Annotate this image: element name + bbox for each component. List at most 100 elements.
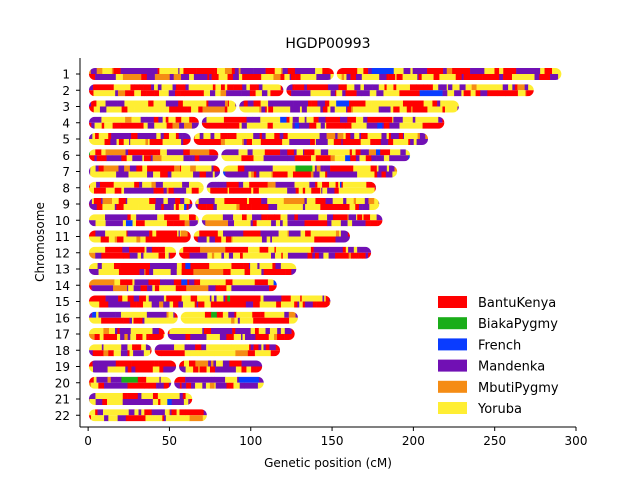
segment xyxy=(305,204,313,210)
segment xyxy=(194,116,201,123)
segment xyxy=(139,263,151,269)
segment xyxy=(180,90,185,97)
segment xyxy=(134,279,149,286)
segment xyxy=(217,155,225,162)
segment xyxy=(173,74,182,80)
y-tick-label: 1 xyxy=(62,68,70,82)
segment xyxy=(438,84,443,91)
segment xyxy=(337,220,342,227)
segment xyxy=(304,220,328,227)
segment xyxy=(166,187,169,194)
segment xyxy=(470,90,476,97)
segment xyxy=(236,230,244,237)
segment xyxy=(197,220,200,227)
segment xyxy=(366,181,369,188)
segment xyxy=(255,90,263,97)
segment xyxy=(342,171,348,178)
segment xyxy=(200,317,209,324)
segment xyxy=(381,133,387,139)
segment xyxy=(202,106,226,113)
legend-swatch xyxy=(438,402,467,414)
segment xyxy=(133,295,140,302)
segment xyxy=(408,139,411,145)
segment xyxy=(216,360,224,367)
segment xyxy=(154,84,159,91)
segment xyxy=(182,133,192,139)
segment xyxy=(208,165,212,172)
segment xyxy=(187,230,193,237)
segment xyxy=(342,139,354,145)
segment xyxy=(206,334,213,340)
segment xyxy=(196,68,215,74)
segment xyxy=(185,366,194,373)
segment xyxy=(166,149,184,156)
segment xyxy=(169,74,173,80)
segment xyxy=(342,90,346,97)
segment xyxy=(88,106,92,113)
segment xyxy=(441,84,447,91)
segment xyxy=(494,68,500,74)
legend-label: BiakaPygmy xyxy=(478,317,558,332)
segment xyxy=(349,149,353,156)
segment xyxy=(114,279,121,286)
segment xyxy=(363,139,371,145)
segment xyxy=(212,334,214,340)
segment xyxy=(376,165,379,172)
segment xyxy=(268,106,274,113)
segment xyxy=(255,334,260,340)
segment xyxy=(182,100,186,107)
segment xyxy=(202,328,205,334)
segment xyxy=(443,68,448,74)
segment xyxy=(367,133,382,139)
segment xyxy=(223,295,226,302)
segment xyxy=(223,344,232,351)
segment xyxy=(325,198,333,204)
chromosome-15 xyxy=(88,295,331,308)
segment xyxy=(166,122,173,129)
segment xyxy=(184,350,192,357)
segment xyxy=(129,317,133,324)
segment xyxy=(109,198,113,204)
segment xyxy=(137,376,143,383)
segment xyxy=(165,116,169,123)
segment xyxy=(165,360,185,367)
segment xyxy=(205,171,214,178)
segment xyxy=(139,84,144,91)
segment xyxy=(228,100,236,107)
segment xyxy=(93,84,115,91)
segment xyxy=(197,350,210,357)
segment xyxy=(89,204,94,210)
segment xyxy=(133,317,140,324)
segment xyxy=(339,116,348,123)
segment xyxy=(145,269,150,275)
y-tick-label: 13 xyxy=(55,263,70,277)
segment xyxy=(241,90,247,97)
segment xyxy=(245,344,248,351)
segment xyxy=(92,116,102,123)
segment xyxy=(131,90,135,97)
segment xyxy=(281,295,283,302)
segment xyxy=(213,301,218,308)
segment xyxy=(136,236,141,243)
segment xyxy=(101,122,105,129)
segment xyxy=(170,311,174,318)
segment xyxy=(108,301,131,308)
segment xyxy=(98,311,116,318)
segment xyxy=(189,84,201,91)
segment xyxy=(226,181,239,188)
segment xyxy=(123,139,126,145)
segment xyxy=(272,122,288,129)
segment xyxy=(454,90,462,97)
segment xyxy=(127,393,135,399)
segment xyxy=(409,155,411,162)
segment xyxy=(287,155,295,162)
segment xyxy=(324,139,329,145)
segment xyxy=(335,236,346,243)
segment xyxy=(289,317,295,324)
segment xyxy=(171,171,175,178)
segment xyxy=(148,415,153,422)
segment xyxy=(181,116,190,123)
y-tick-label: 19 xyxy=(55,360,70,374)
segment xyxy=(429,100,433,107)
segment xyxy=(171,399,180,405)
